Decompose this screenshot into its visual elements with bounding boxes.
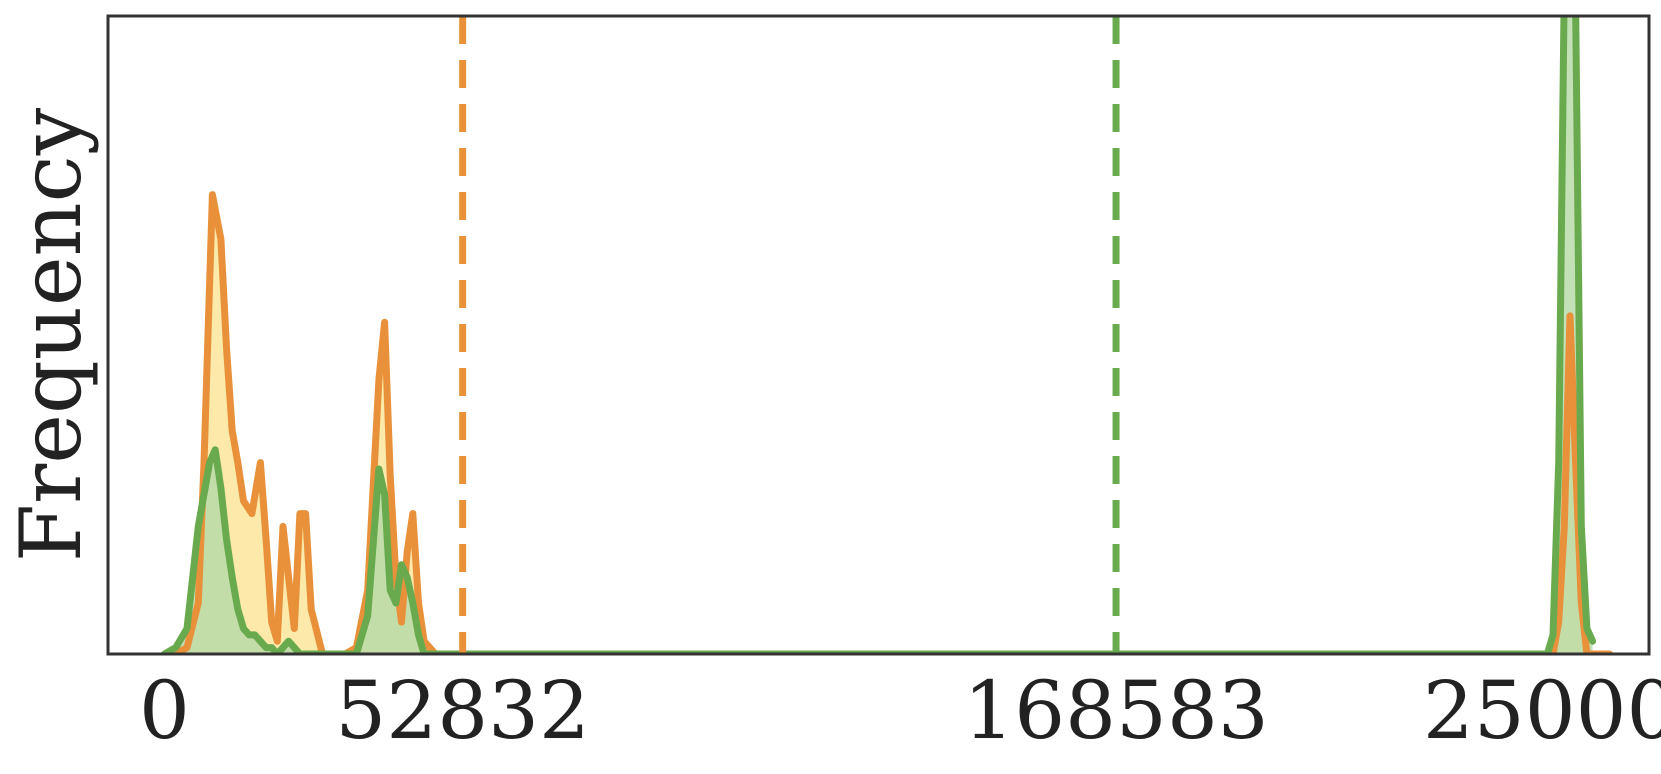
plot-frame xyxy=(106,14,1651,656)
x-tick-label: 0 xyxy=(139,664,190,757)
x-tick-label: 168583 xyxy=(963,664,1268,757)
series-1-line xyxy=(172,191,1613,654)
x-tick-label: 250000 xyxy=(1423,664,1661,757)
x-tick-label: 52832 xyxy=(335,664,590,757)
y-axis-label: Frequency xyxy=(2,107,100,562)
series-2-line xyxy=(160,16,1597,654)
series-2-area xyxy=(164,16,1593,654)
